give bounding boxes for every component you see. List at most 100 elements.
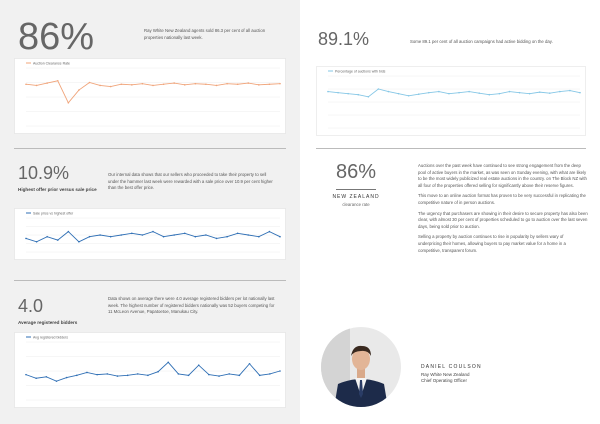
chart: Percentage of auctions with bids [316, 66, 586, 136]
author-company: Ray White New Zealand [421, 372, 470, 377]
data-point [162, 83, 165, 86]
legend-label: Auction Clearance Rate [33, 61, 70, 65]
data-point [162, 235, 165, 238]
data-point [215, 84, 218, 87]
stat-figure: 86% [18, 16, 95, 58]
data-point [167, 361, 170, 364]
data-point [141, 82, 144, 85]
data-point [67, 102, 70, 104]
legend-label: Avg registered bidders [33, 335, 68, 339]
data-point [488, 93, 491, 96]
data-point [120, 83, 123, 86]
data-point [279, 370, 281, 372]
data-point [377, 88, 380, 90]
data-point [236, 83, 239, 86]
data-point [88, 235, 91, 238]
stat-text: Our internal data shows that our sellers… [108, 172, 273, 191]
data-point [215, 237, 218, 240]
data-point [67, 230, 70, 233]
data-point [218, 375, 220, 377]
data-point [78, 241, 80, 243]
data-point [205, 234, 207, 236]
data-point [131, 232, 133, 235]
highlight-region: NEW ZEALAND [332, 194, 380, 200]
author-role: Chief Operating Officer [421, 378, 467, 383]
data-point [109, 235, 112, 238]
divider [14, 148, 286, 149]
stat-figure: 89.1% [318, 29, 370, 49]
paragraph: This move to an online auction format ha… [418, 193, 586, 205]
data-point [99, 84, 101, 87]
chart-frame [316, 66, 586, 136]
data-point [208, 373, 210, 376]
data-point [65, 376, 68, 379]
data-point [258, 374, 261, 377]
data-point [226, 235, 228, 238]
data-point [25, 83, 27, 86]
data-point [126, 374, 129, 377]
data-point [279, 235, 281, 238]
data-point [226, 82, 228, 85]
data-point [236, 232, 239, 235]
data-point [498, 92, 501, 95]
data-point [279, 82, 281, 85]
data-point [86, 371, 88, 374]
data-point [327, 90, 329, 93]
data-point [177, 373, 180, 375]
data-point [56, 239, 59, 241]
legend-label: Sale price vs highest offer [33, 211, 74, 215]
data-point [194, 82, 197, 85]
data-point [183, 84, 186, 86]
highlight-figure: 86% [336, 161, 377, 183]
stat-label: Highest offer prior versus sale price [18, 187, 97, 192]
data-point [367, 96, 370, 98]
chart: Sale price vs highest offer [14, 208, 286, 260]
data-point [248, 362, 251, 365]
data-point [152, 84, 154, 87]
paragraph: Selling a property by auction continues … [418, 234, 566, 253]
article: Auctions over the past week have continu… [418, 163, 588, 254]
data-point [417, 93, 420, 95]
data-point [579, 91, 581, 94]
data-point [478, 92, 480, 94]
data-point [247, 234, 250, 236]
stat-text: Data shows on average there were 4.0 ave… [108, 296, 275, 315]
data-point [205, 83, 207, 86]
stat-figure: 4.0 [18, 296, 44, 316]
divider [316, 148, 586, 149]
data-point [228, 373, 230, 375]
author-photo [321, 327, 401, 407]
data-point [152, 230, 154, 233]
data-point [387, 90, 390, 93]
data-point [518, 91, 521, 94]
chart: Avg registered bidders [14, 332, 286, 408]
stat-label: Average registered bidders [18, 320, 78, 325]
stat-figure: 10.9% [18, 163, 70, 183]
data-point [468, 90, 470, 93]
chart-frame [14, 332, 286, 408]
legend-label: Percentage of auctions with bids [335, 69, 386, 73]
data-point [157, 370, 159, 373]
paragraph: Auctions over the past week have continu… [418, 163, 587, 188]
data-point [357, 93, 360, 96]
data-point [99, 234, 101, 236]
divider [336, 189, 376, 190]
data-point [538, 91, 541, 93]
stat-text: Ray White New Zealand agents sold 86.3 p… [144, 28, 266, 40]
data-point [458, 91, 460, 94]
data-point [528, 92, 531, 95]
data-point [78, 89, 80, 91]
data-point [56, 79, 59, 82]
highlight-caption: clearance rate [342, 202, 370, 207]
data-point [46, 235, 48, 238]
data-point [508, 90, 511, 93]
data-point [269, 373, 271, 375]
data-point [194, 235, 197, 238]
data-point [131, 84, 133, 86]
data-point [35, 377, 37, 380]
data-line [327, 88, 581, 98]
stat-text: Some 89.1 per cent of all auction campai… [410, 39, 553, 44]
paragraph: The urgency that purchasers are showing … [418, 210, 588, 229]
data-point [183, 232, 186, 235]
